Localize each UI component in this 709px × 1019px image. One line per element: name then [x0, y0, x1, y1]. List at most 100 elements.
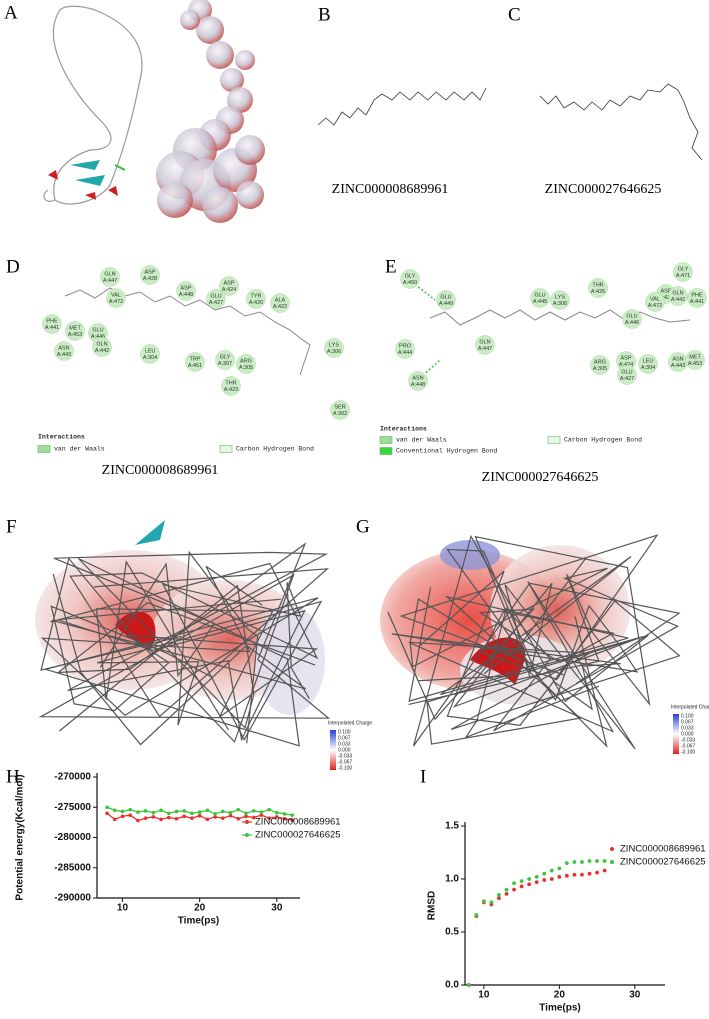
x-tick-label: 30: [271, 903, 283, 914]
residue-disc: [206, 289, 226, 309]
data-point: [105, 805, 109, 810]
x-axis-label: Time(ps): [178, 916, 220, 927]
residue-disc: [645, 292, 665, 312]
x-tick-label: 20: [194, 903, 206, 914]
legend-title: Interactions: [38, 434, 85, 441]
data-point: [120, 814, 125, 819]
data-point: [244, 811, 248, 816]
data-point: [534, 880, 539, 885]
y-tick-label: 0.0: [445, 980, 459, 991]
data-point: [182, 814, 187, 819]
residue-name: GLY: [678, 266, 689, 272]
surface-atom: [220, 68, 244, 92]
residue-disc: [100, 267, 120, 287]
stick-model: [38, 534, 681, 750]
residue-name: LEU: [145, 348, 156, 354]
residue-disc: [330, 400, 350, 420]
residue-id: A:445: [533, 299, 547, 305]
residue-name: GLU: [210, 293, 221, 299]
residue-id: A:448: [179, 292, 193, 298]
colorbar-tick: 0.067: [338, 735, 351, 741]
legend-swatch: [37, 445, 51, 453]
data-point: [282, 816, 287, 821]
residue-name: GLY: [405, 273, 416, 279]
stick-bond: [50, 562, 330, 746]
residue-name: ASP: [223, 280, 234, 286]
data-point: [174, 816, 179, 821]
residue-name: GLN: [96, 341, 107, 347]
caption: ZINC000027646625: [482, 470, 599, 485]
residue-id: A:449: [439, 301, 453, 307]
data-point: [527, 882, 532, 887]
stick-bond: [50, 560, 319, 731]
colorbar-title: Interpolated Charge: [671, 704, 709, 710]
residue-disc: [185, 352, 205, 372]
residue-disc: [530, 288, 550, 308]
data-point: [120, 809, 125, 814]
residue-id: A:471: [676, 273, 690, 279]
residue-disc: [140, 344, 160, 364]
residue-id: A:420: [249, 300, 263, 306]
residue-name: LEU: [643, 358, 654, 364]
residue-id: A:306: [327, 349, 341, 355]
data-point: [228, 813, 233, 818]
data-point: [542, 871, 547, 876]
data-point: [182, 809, 187, 813]
data-point: [259, 810, 264, 814]
panel-label: B: [318, 4, 331, 25]
legend-label: ZINC000027646625: [620, 857, 706, 868]
residue-name: GLY: [220, 354, 231, 360]
panel-label: D: [6, 256, 20, 277]
stick-bond: [409, 557, 679, 739]
residue-id: A:447: [478, 346, 492, 352]
residue-disc: [436, 290, 456, 310]
legend-label: Carbon Hydrogen Bond: [236, 446, 314, 453]
data-point: [504, 887, 509, 892]
residue-disc: [215, 350, 235, 370]
residue-id: A:450: [403, 280, 417, 286]
y-tick-label: -270000: [54, 772, 91, 783]
panel-label: C: [508, 4, 521, 25]
colorbar-tick: 0.100: [338, 729, 351, 735]
residue-id: A:304: [143, 355, 157, 361]
data-point: [519, 884, 524, 889]
data-point: [197, 813, 202, 818]
residue-disc: [42, 314, 62, 334]
residue-name: ASP: [620, 355, 631, 361]
legend-label: ZINC000027646625: [255, 830, 341, 841]
ligand-chain: [429, 309, 691, 326]
residue-disc: [408, 371, 428, 391]
residue-id: A:423: [224, 387, 238, 393]
stick-bond: [38, 542, 331, 743]
surface-atom: [196, 16, 224, 44]
colorbar-tick: -0.100: [681, 749, 695, 755]
residue-id: A:441: [45, 325, 59, 331]
residue-name: PHE: [691, 292, 703, 298]
residue-disc: [221, 376, 241, 396]
residue-id: A:451: [188, 363, 202, 369]
stick-bond: [53, 551, 329, 742]
residue-name: LYS: [555, 294, 565, 300]
y-tick-label: -275000: [54, 802, 91, 813]
data-point: [166, 811, 171, 816]
residue-name: GLU: [534, 292, 545, 298]
data-point: [564, 861, 569, 865]
data-point: [151, 810, 156, 815]
data-point: [549, 877, 554, 881]
data-point: [174, 809, 179, 814]
residue-id: A:442: [671, 297, 685, 303]
residue-name: THR: [225, 380, 236, 386]
legend-label: van der Waals: [54, 446, 105, 453]
data-point: [587, 859, 592, 863]
panel-label: F: [6, 516, 17, 537]
data-point: [504, 891, 509, 896]
colorbar-tick: -0.033: [338, 753, 352, 759]
residue-disc: [400, 269, 420, 289]
colorbar-tick: -0.067: [338, 759, 352, 765]
data-point: [595, 859, 599, 863]
data-point: [275, 815, 279, 819]
y-tick-label: -290000: [54, 893, 91, 904]
residue-disc: [590, 355, 610, 375]
ligand-structure: [539, 83, 703, 161]
